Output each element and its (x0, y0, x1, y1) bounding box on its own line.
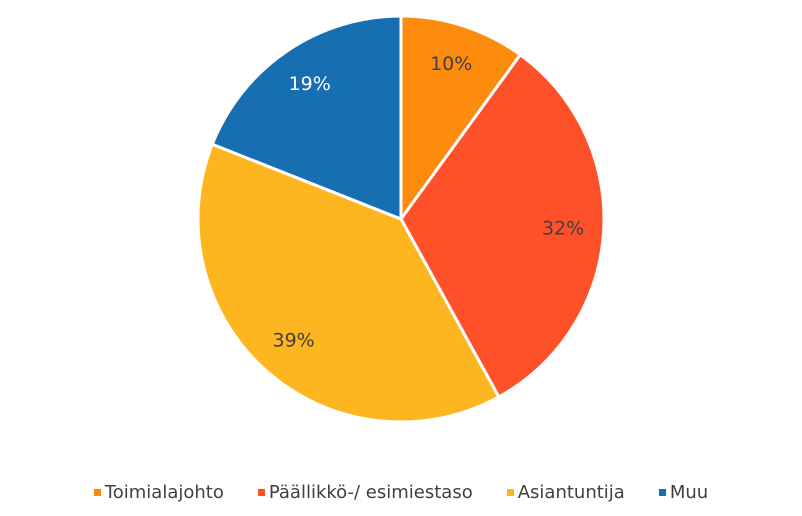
legend-item: Asiantuntija (506, 482, 625, 503)
pie-slice (196, 142, 501, 424)
legend-swatch (93, 489, 101, 496)
chart: 10% 32% 39% 19% (196, 14, 606, 424)
data-label: 10% (430, 53, 472, 75)
data-label: 32% (542, 218, 584, 240)
pie-slice (399, 52, 606, 399)
legend-label: Päällikkö-/ esimiestaso (268, 482, 473, 503)
legend-item: Muu (658, 482, 709, 503)
data-label: 19% (289, 73, 331, 95)
pie-slice (210, 14, 403, 222)
data-label: 39% (272, 329, 314, 351)
legend-label: Muu (669, 482, 709, 503)
legend-label: Asiantuntija (517, 482, 625, 503)
legend-swatch (257, 489, 265, 496)
legend-swatch (506, 489, 514, 496)
legend-item: Toimialajohto (93, 482, 224, 503)
legend-swatch (658, 489, 666, 496)
legend: Toimialajohto Päällikkö-/ esimiestaso Asia… (0, 482, 802, 503)
legend-item: Päällikkö-/ esimiestaso (257, 482, 473, 503)
legend-label: Toimialajohto (104, 482, 224, 503)
pie-slice (399, 14, 523, 224)
